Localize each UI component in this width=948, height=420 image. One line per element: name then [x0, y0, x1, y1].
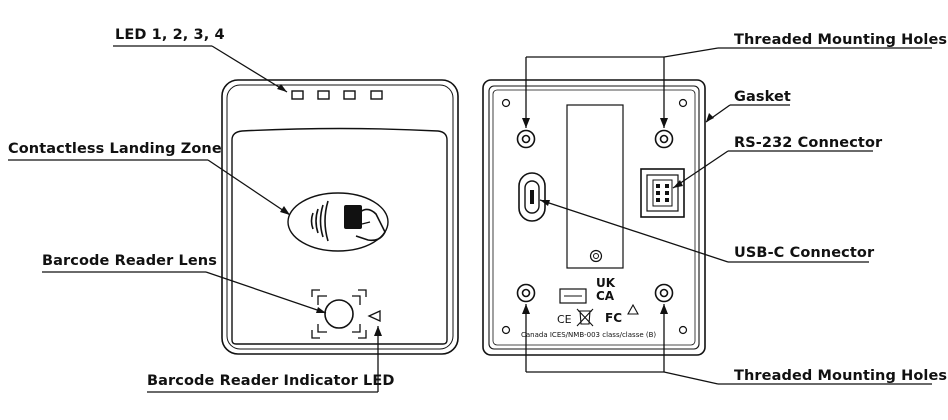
callout-threaded-mounting-holes-top: Threaded Mounting Holes	[734, 32, 948, 48]
callout-rs232-connector: RS-232 Connector	[734, 135, 883, 151]
led-2	[317, 90, 330, 100]
callout-barcode-reader-indicator-led: Barcode Reader Indicator LED	[147, 373, 395, 389]
callout-usb-c-connector: USB-C Connector	[734, 245, 875, 261]
front-view	[221, 79, 459, 355]
led-4	[370, 90, 383, 100]
rs232-connector	[640, 168, 685, 218]
leader-arrowheads	[277, 84, 714, 336]
ce-mark: CE	[557, 313, 572, 326]
ukca-mark-bottom: CA	[596, 289, 615, 303]
warning-triangle-icon	[627, 303, 639, 315]
rear-slot	[559, 288, 587, 304]
barcode-indicator-led	[367, 309, 381, 323]
led-3	[343, 90, 356, 100]
barcode-frame	[311, 289, 367, 339]
back-view	[482, 79, 706, 356]
front-bezel	[226, 84, 454, 350]
fc-mark: FC	[605, 311, 622, 325]
callout-led: LED 1, 2, 3, 4	[115, 27, 225, 43]
weee-bin-icon	[576, 308, 594, 327]
ukca-mark-top: UK	[596, 276, 616, 290]
card-icon	[344, 205, 362, 229]
front-housing	[221, 79, 459, 355]
callout-gasket: Gasket	[734, 89, 791, 105]
contactless-oval	[287, 192, 389, 252]
callout-threaded-mounting-holes-bottom: Threaded Mounting Holes	[734, 368, 948, 384]
callout-contactless-landing-zone: Contactless Landing Zone	[8, 141, 222, 157]
threaded-hole-bottom-right	[654, 283, 674, 303]
compliance-text: Canada ICES/NMB-003 class/classe (B)	[521, 331, 656, 339]
led-1	[291, 90, 304, 100]
barcode-lens	[324, 299, 354, 329]
gasket	[488, 85, 700, 350]
threaded-hole-top-left	[516, 129, 536, 149]
back-housing	[482, 79, 706, 356]
threaded-hole-top-right	[654, 129, 674, 149]
leader-lines	[8, 45, 932, 393]
label-panel	[566, 104, 624, 269]
contactless-window	[231, 127, 448, 345]
threaded-hole-bottom-left	[516, 283, 536, 303]
usb-c-connector	[518, 172, 546, 222]
callout-barcode-reader-lens: Barcode Reader Lens	[42, 253, 217, 269]
